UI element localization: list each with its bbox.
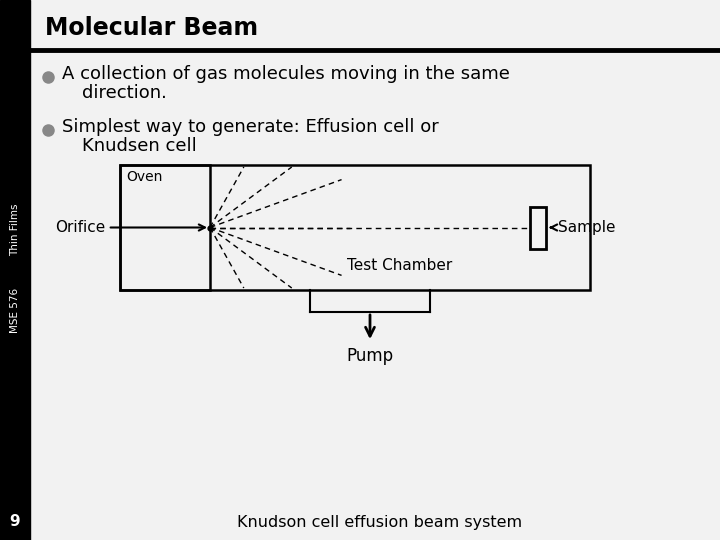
Text: Simplest way to generate: Effusion cell or: Simplest way to generate: Effusion cell …	[62, 118, 438, 136]
Text: Knudson cell effusion beam system: Knudson cell effusion beam system	[238, 515, 523, 530]
Text: 9: 9	[9, 515, 20, 530]
Text: Test Chamber: Test Chamber	[347, 258, 453, 273]
Bar	[530, 206, 546, 248]
Bar	[0, 0, 30, 540]
Text: Orifice: Orifice	[55, 220, 205, 235]
Text: Thin Films: Thin Films	[10, 204, 20, 256]
Text: A collection of gas molecules moving in the same: A collection of gas molecules moving in …	[62, 65, 510, 83]
Text: direction.: direction.	[82, 84, 167, 102]
Text: MSE 576: MSE 576	[10, 287, 20, 333]
Text: Knudsen cell: Knudsen cell	[82, 137, 197, 155]
Text: Molecular Beam: Molecular Beam	[45, 16, 258, 40]
Text: Oven: Oven	[126, 170, 163, 184]
Bar	[120, 165, 210, 290]
Bar	[120, 165, 590, 290]
Text: Sample: Sample	[551, 220, 616, 235]
Text: Pump: Pump	[346, 347, 394, 365]
